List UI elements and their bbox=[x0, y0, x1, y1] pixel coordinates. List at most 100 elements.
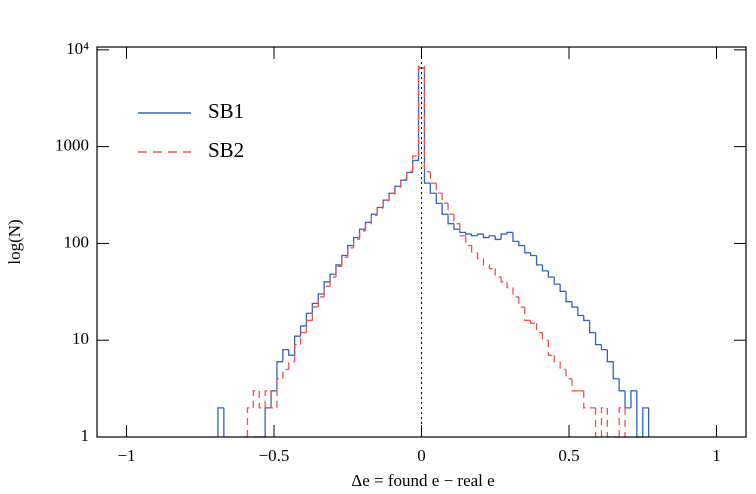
hist-bin bbox=[423, 67, 431, 184]
y-tick-label: 10⁴ bbox=[66, 39, 89, 58]
hist-bin bbox=[506, 281, 513, 289]
x-axis-label: Δe = found e − real e bbox=[351, 471, 494, 490]
hist-bin bbox=[305, 312, 313, 327]
hist-bin bbox=[252, 390, 260, 408]
hist-bin bbox=[500, 233, 508, 240]
hist-bin bbox=[600, 407, 608, 437]
hist-bin bbox=[364, 223, 372, 231]
hist-bin bbox=[465, 235, 472, 247]
hist-bin bbox=[258, 390, 266, 409]
hist-bin bbox=[559, 361, 567, 370]
hist-bin bbox=[311, 302, 319, 314]
hist-bin bbox=[482, 234, 490, 239]
hist-bin bbox=[288, 349, 295, 356]
hist-bin bbox=[553, 355, 561, 363]
hist-bin bbox=[441, 193, 449, 204]
hist-bin bbox=[547, 270, 555, 278]
hist-bin bbox=[559, 284, 567, 292]
hist-bin bbox=[294, 343, 301, 362]
hist-bin bbox=[594, 407, 602, 438]
hist-bin bbox=[500, 276, 508, 283]
y-tick-label: 1000 bbox=[55, 136, 89, 155]
hist-bin bbox=[417, 65, 425, 157]
hist-bin bbox=[606, 349, 614, 363]
hist-bin bbox=[358, 230, 366, 240]
hist-bin bbox=[518, 241, 525, 247]
hist-bin bbox=[589, 320, 596, 334]
hist-bin bbox=[594, 332, 602, 346]
hist-bin bbox=[600, 344, 608, 351]
hist-bin bbox=[329, 273, 336, 282]
hist-bin bbox=[394, 186, 401, 195]
hist-bin bbox=[400, 179, 407, 187]
x-tick-label: 1 bbox=[712, 446, 721, 465]
hist-bin bbox=[264, 407, 272, 437]
hist-bin bbox=[264, 390, 272, 408]
hist-bin bbox=[317, 293, 325, 304]
hist-bin bbox=[494, 268, 502, 278]
hist-bin bbox=[453, 223, 460, 230]
x-tick-label: 0 bbox=[417, 446, 426, 465]
hist-bin bbox=[565, 291, 572, 303]
hist-bin bbox=[512, 287, 519, 298]
hist-bin bbox=[417, 67, 425, 161]
hist-bin bbox=[565, 369, 572, 380]
hist-bin bbox=[299, 331, 307, 345]
hist-bin bbox=[347, 244, 354, 256]
hist-bin bbox=[400, 178, 407, 188]
hist-bin bbox=[465, 232, 472, 235]
hist-bin bbox=[412, 159, 419, 173]
hist-bin bbox=[429, 183, 437, 194]
hist-bin bbox=[535, 323, 543, 334]
hist-bin bbox=[376, 206, 384, 215]
hist-bin bbox=[376, 207, 384, 216]
x-tick-label: −0.5 bbox=[259, 446, 290, 465]
hist-bin bbox=[435, 193, 443, 204]
hist-bin bbox=[270, 390, 277, 409]
hist-bin bbox=[494, 235, 502, 241]
hist-bin bbox=[370, 214, 378, 224]
hist-bin bbox=[329, 276, 336, 287]
hist-bin bbox=[612, 361, 620, 380]
hist-bin bbox=[624, 390, 631, 409]
hist-bin bbox=[341, 256, 348, 267]
hist-bin bbox=[541, 332, 549, 341]
hist-bin bbox=[270, 390, 277, 408]
hist-bin bbox=[423, 66, 431, 173]
hist-bin bbox=[323, 281, 331, 295]
legend-label: SB2 bbox=[208, 138, 244, 162]
hist-bin bbox=[347, 247, 354, 258]
hist-bin bbox=[294, 335, 301, 356]
hist-bin bbox=[217, 407, 224, 437]
hist-bin bbox=[512, 232, 519, 243]
hist-bin bbox=[406, 170, 413, 180]
hist-bin bbox=[335, 265, 342, 277]
hist-bin bbox=[471, 245, 478, 254]
hist-bin bbox=[435, 183, 443, 194]
hist-bin bbox=[441, 203, 449, 215]
hist-bin bbox=[583, 315, 590, 322]
hist-bin bbox=[636, 390, 643, 438]
hist-bin bbox=[583, 390, 590, 409]
hist-bin bbox=[353, 238, 360, 248]
hist-bin bbox=[524, 245, 531, 254]
hist-bin bbox=[482, 258, 490, 266]
hist-bin bbox=[535, 255, 543, 266]
hist-bin bbox=[547, 340, 555, 356]
hist-bin bbox=[476, 233, 484, 236]
hist-bin bbox=[518, 296, 525, 308]
hist-bin bbox=[453, 214, 460, 225]
hist-bin bbox=[447, 203, 454, 215]
hist-bin bbox=[429, 171, 437, 184]
hist-bin bbox=[311, 306, 319, 321]
hist-bin bbox=[618, 378, 626, 392]
hist-bin bbox=[541, 264, 549, 272]
y-tick-label: 100 bbox=[64, 232, 90, 251]
hist-bin bbox=[299, 325, 307, 337]
hist-bin bbox=[476, 252, 484, 260]
hist-bin bbox=[506, 231, 513, 235]
hist-bin bbox=[630, 390, 637, 408]
hist-bin bbox=[553, 276, 561, 285]
hist-bin bbox=[276, 378, 283, 408]
hist-bin bbox=[282, 368, 289, 379]
